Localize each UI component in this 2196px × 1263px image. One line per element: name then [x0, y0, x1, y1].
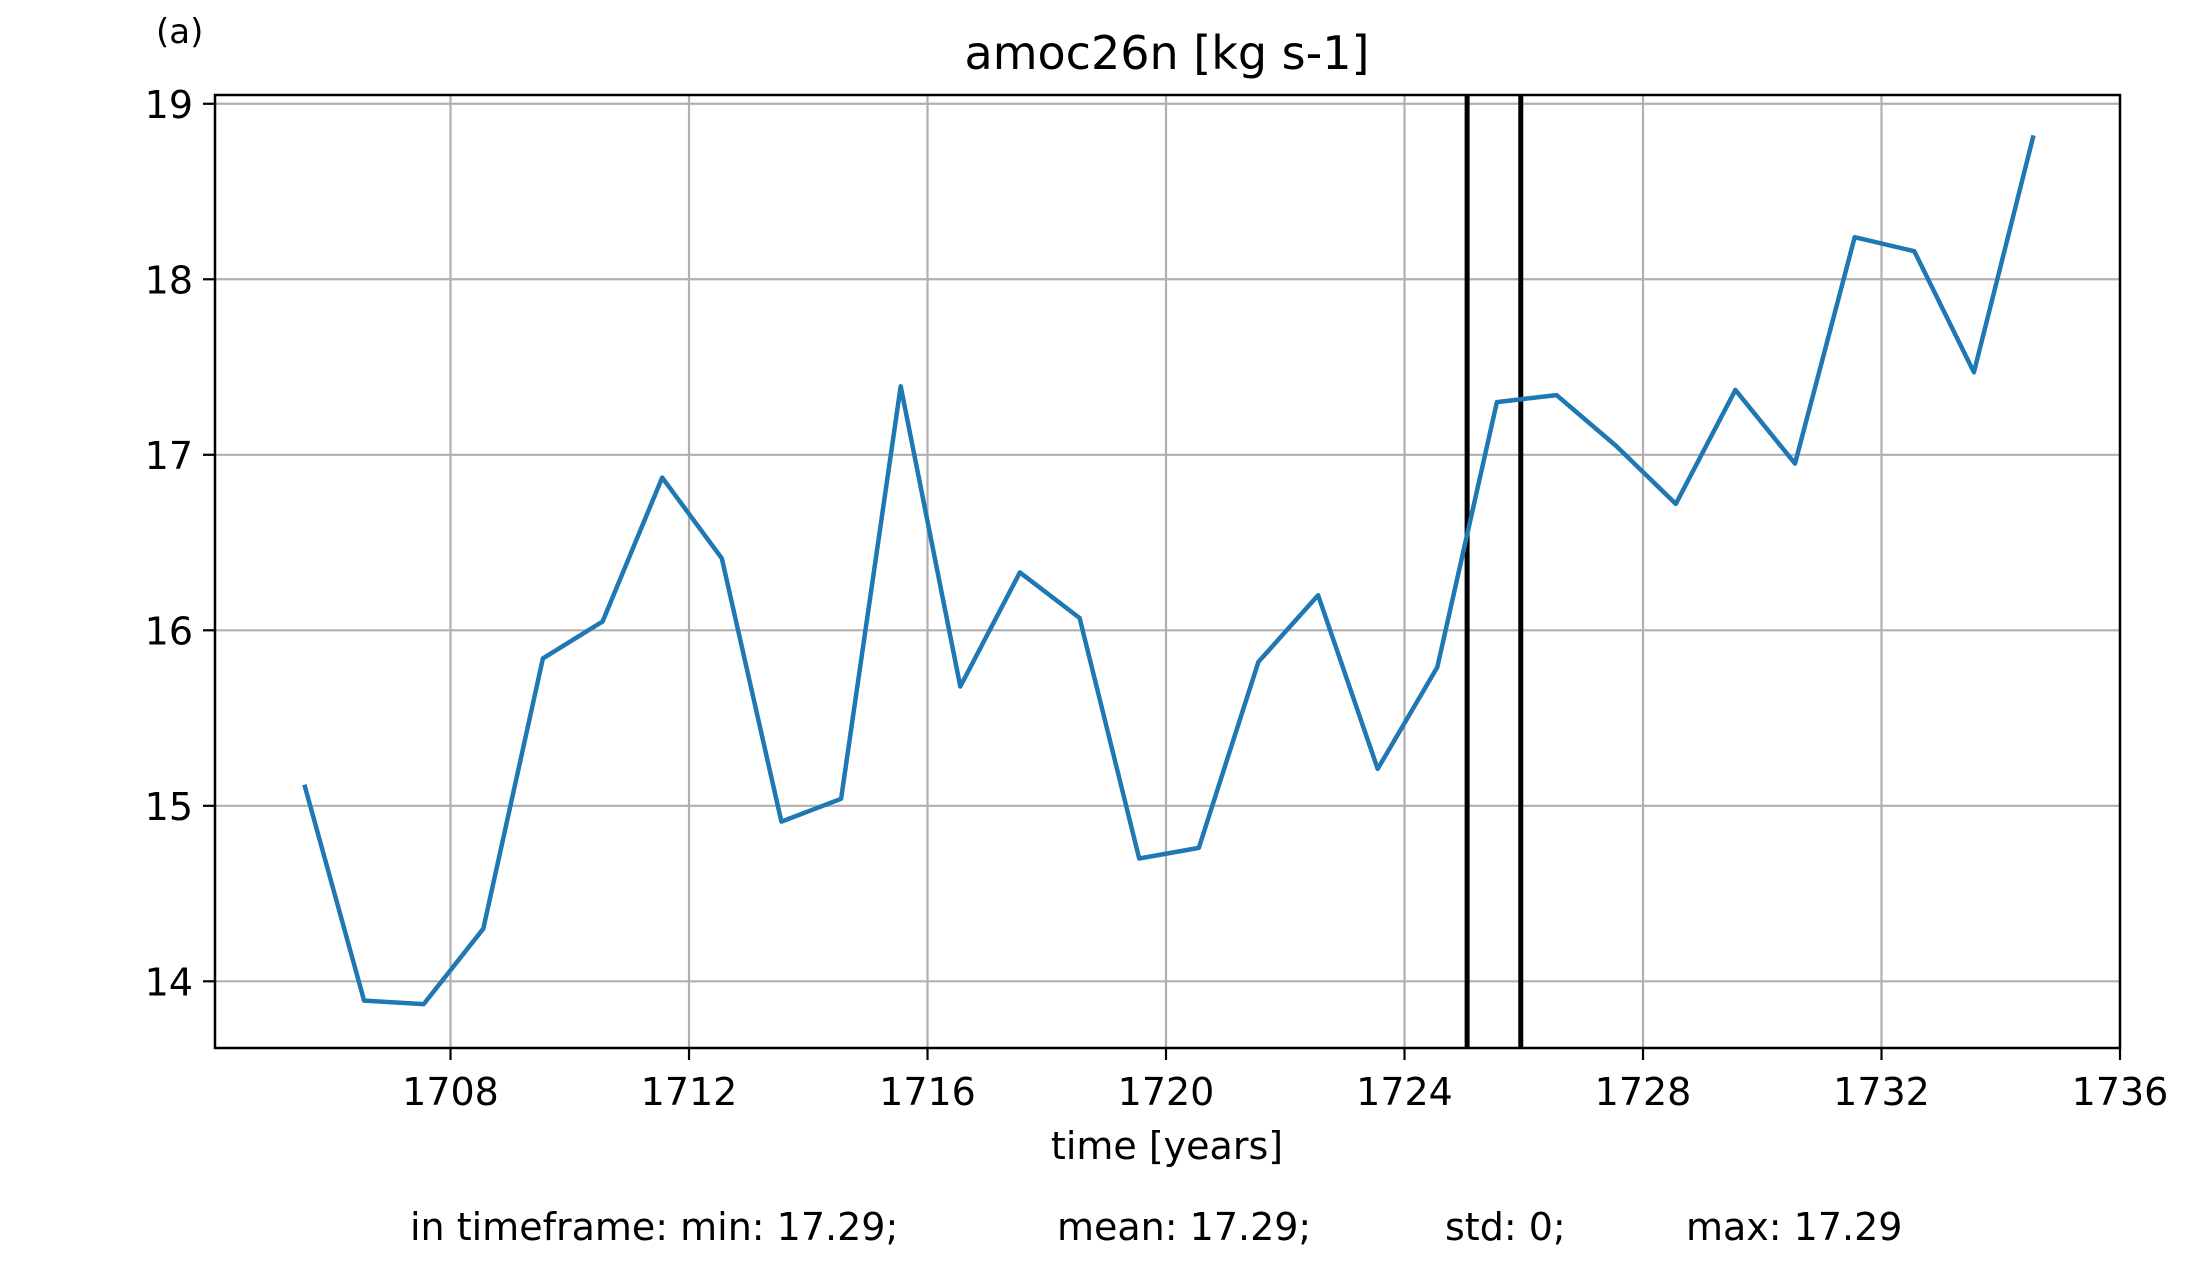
stat-min: in timeframe: min: 17.29;: [410, 1205, 899, 1249]
y-tick-label: 18: [145, 258, 193, 302]
chart-title: amoc26n [kg s-1]: [964, 26, 1370, 80]
x-tick-label: 1728: [1595, 1070, 1692, 1114]
y-tick-label: 17: [145, 434, 193, 478]
x-axis-label: time [years]: [1050, 1124, 1284, 1168]
x-tick-label: 1724: [1356, 1070, 1453, 1114]
stat-mean: mean: 17.29;: [1057, 1205, 1312, 1249]
grid-lines: [215, 95, 2122, 1048]
x-tick-label: 1732: [1833, 1070, 1930, 1114]
series-lines: [302, 134, 2036, 1007]
axis-ticks: 1708 1712 1716 1720 1724 1728 1732 1736 14 15 16 17…: [145, 83, 2169, 1114]
marker-lines: [1464, 95, 1524, 1048]
plot-frame: [213, 93, 2122, 1050]
x-tick-label: 1712: [641, 1070, 738, 1114]
stat-std: std: 0;: [1445, 1205, 1566, 1249]
y-tick-label: 19: [145, 83, 193, 127]
y-tick-label: 15: [145, 785, 193, 829]
stat-max: max: 17.29: [1686, 1205, 1903, 1249]
y-tick-label: 14: [145, 960, 193, 1004]
x-tick-label: 1736: [2072, 1070, 2169, 1114]
panel-label: (a): [156, 12, 204, 52]
x-tick-label: 1708: [402, 1070, 499, 1114]
x-tick-label: 1716: [879, 1070, 976, 1114]
y-tick-label: 16: [145, 609, 193, 653]
series-line: [302, 134, 2036, 1007]
x-tick-label: 1720: [1118, 1070, 1215, 1114]
